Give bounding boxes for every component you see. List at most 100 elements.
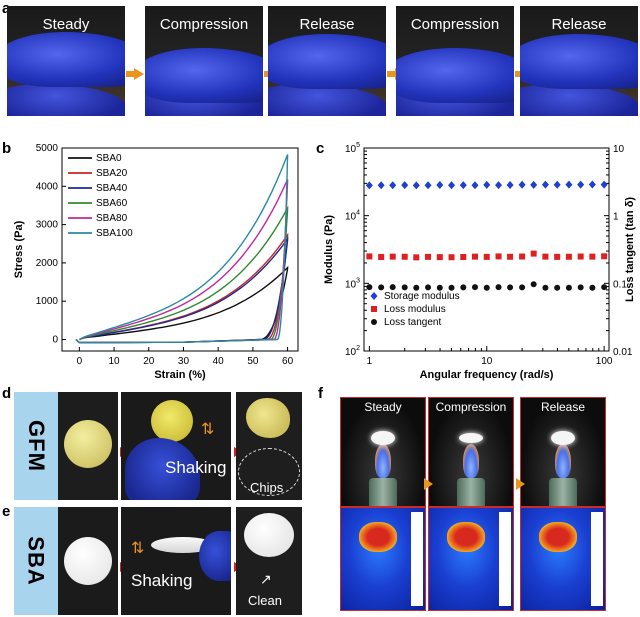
data-point-loss-modulus [565,253,572,260]
legend-label: SBA100 [96,228,133,239]
lamp-bottle [549,478,577,506]
data-point-loss-modulus [577,253,584,260]
sba-side-label: SBA [14,507,58,615]
panel-f-thermal-2 [428,507,514,611]
panel-f-frame-label: Compression [435,400,507,414]
up-down-arrows-icon: ⇅ [201,421,215,438]
sba-shaking-label: Shaking [131,571,193,590]
x-tick-label: 10 [481,356,493,367]
y-tick-label: 4000 [36,181,59,192]
data-point-loss-tangent [425,284,432,291]
stress-strain-chart: 0 10 20 30 40 50 60 0 1000 2000 3000 4000 5000 Strain… [13,143,299,381]
series-line-SBA60 [75,205,289,344]
glove [145,48,263,103]
sba-clean-label: Clean [248,593,282,608]
sba-disc [64,537,112,585]
y-tick-exponent: 4 [356,210,360,217]
flame [555,444,571,478]
y-tick-label: 2000 [36,258,59,269]
data-point-storage-modulus [588,180,596,189]
y2-tick-label: 0.01 [613,347,633,358]
orange-arrow-icon [134,68,144,80]
data-point-loss-tangent [448,284,455,291]
panel-a-frame-1: Steady [7,6,125,116]
data-point-loss-tangent [577,284,584,291]
legend-label: SBA80 [96,213,128,224]
flame [375,444,391,478]
data-point-loss-tangent [471,284,478,291]
panel-a-frame-5: Release [520,6,638,116]
sample-disc [459,433,483,443]
x-tick-label: 60 [282,356,294,367]
lamp-bottle [457,478,485,506]
data-point-loss-tangent [413,284,420,291]
x-tick-label: 50 [247,356,259,367]
thermal-scale-bar [499,512,511,606]
legend-label: Loss modulus [384,304,446,315]
data-point-loss-modulus [401,253,408,260]
gfm-side-label: GFM [14,392,58,500]
data-point-storage-modulus [506,180,514,189]
panel-a-frame-label: Compression [159,16,249,33]
glove [125,438,200,500]
y-tick-label: 1000 [36,296,59,307]
y-tick-label: 105 [345,142,360,155]
data-point-loss-modulus [366,253,373,260]
sba-photo-3: ↗ Clean [236,507,302,615]
panel-b-label: b [2,140,12,157]
data-point-loss-tangent [542,284,549,291]
data-point-loss-tangent [378,284,385,291]
legend-label: SBA60 [96,198,128,209]
data-point-loss-tangent [371,319,377,325]
series-line-SBA40 [75,236,289,344]
panel-a-frame-label: Release [551,16,607,33]
y-tick-exponent: 5 [356,142,360,149]
data-point-loss-modulus [542,253,549,260]
sba-photo-2: ⇅ Shaking [121,507,231,615]
data-point-loss-modulus [495,253,502,260]
data-point-loss-modulus [471,253,478,260]
data-point-loss-tangent [436,284,443,291]
panel-a-frame-label: Compression [410,16,500,33]
data-point-storage-modulus [377,181,385,190]
series-line-SBA20 [75,232,289,344]
data-point-loss-modulus [371,306,377,312]
data-point-loss-tangent [389,284,396,291]
data-point-loss-modulus [436,254,443,261]
glove [199,531,231,581]
panel-f-photo-2: Compression [428,397,514,507]
panel-a-frame-2: Compression [145,6,263,116]
orange-arrow-shaft [515,71,523,77]
y-tick-label: 5000 [36,143,59,154]
panel-a-frame-label: Release [299,16,355,33]
glove [268,34,386,89]
gfm-photo-2: ⇅ Shaking [121,392,231,500]
y-tick-exponent: 2 [356,345,360,352]
y-tick-label: 0 [52,335,58,346]
gfm-side-label-text: GFM [24,420,50,472]
orange-arrow-icon [424,478,433,490]
sample-disc [371,431,395,445]
data-point-loss-tangent [495,284,502,291]
data-point-storage-modulus [412,181,420,190]
thermal-scale-bar [411,512,423,606]
gfm-chips-label: Chips [250,480,284,495]
orange-arrow-shaft [387,71,395,77]
sba-side-label-text: SBA [24,536,50,586]
panel-c-label: c [316,140,325,157]
data-point-loss-modulus [519,253,526,260]
panel-f-photo-3: Release [520,397,606,507]
chips-circle [238,448,300,496]
y-tick-label: 104 [345,210,360,223]
gfm-photo-1 [58,392,118,500]
data-point-loss-tangent [519,284,526,291]
data-point-loss-modulus [589,253,596,260]
x-tick-label: 10 [108,356,120,367]
data-point-loss-modulus [425,253,432,260]
y2-tick-label: 0.1 [613,279,627,290]
y-tick-label: 3000 [36,220,59,231]
data-point-storage-modulus [436,180,444,189]
glove [520,34,638,89]
panel-f-frame-label: Steady [364,400,402,414]
data-point-storage-modulus [565,180,573,189]
